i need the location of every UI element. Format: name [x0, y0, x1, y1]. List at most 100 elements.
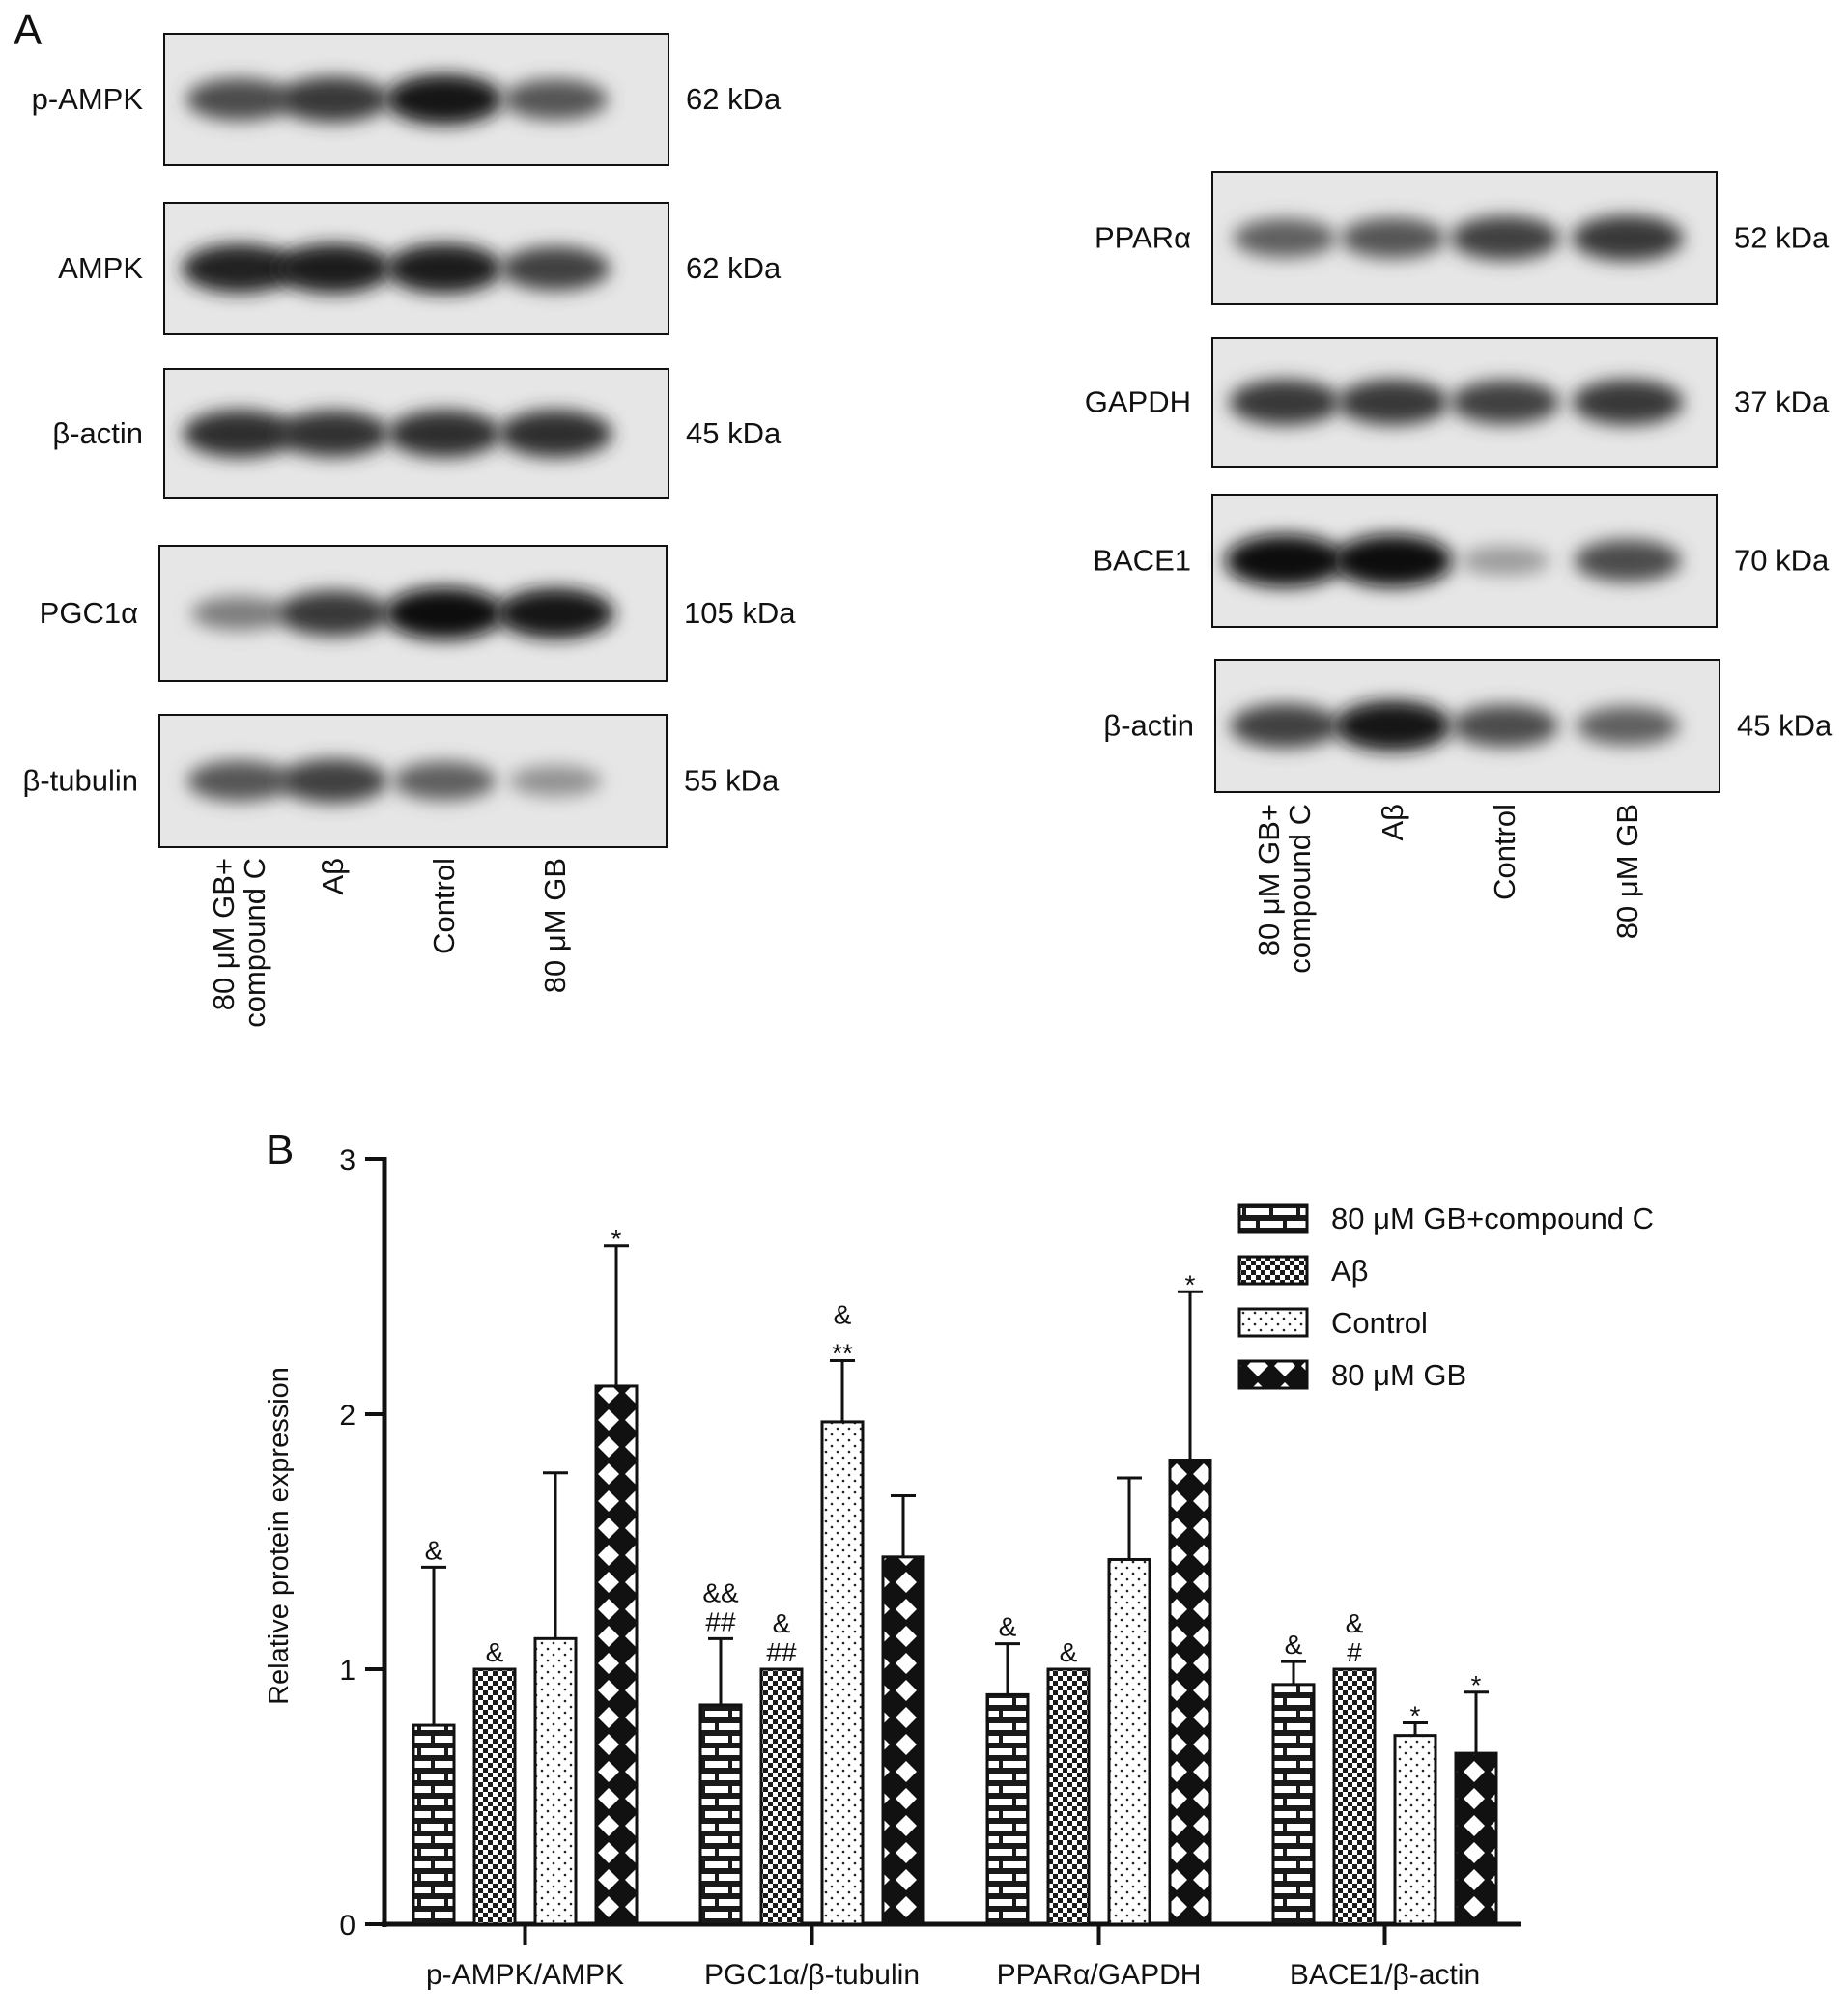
blot-label: AMPK: [58, 251, 143, 285]
significance-mark: &: [999, 1612, 1017, 1642]
band: [1450, 215, 1560, 261]
band: [509, 765, 602, 797]
blot-size-label: 52 kDa: [1734, 221, 1830, 255]
band: [1574, 539, 1682, 582]
band: [385, 73, 503, 126]
blot-left-3: β-actin 45 kDa: [52, 368, 782, 499]
band: [1460, 546, 1550, 576]
category-label: p-AMPK/AMPK: [426, 1959, 624, 1991]
legend: 80 μM GB+compound C Aβ Control 80 μM GB: [1237, 1202, 1654, 1392]
band: [1337, 379, 1449, 426]
band: [274, 243, 392, 294]
significance-mark: *: [1410, 1700, 1421, 1730]
lane-labels-right: 80 μM GB+compound C Aβ Control 80 μM GB: [1252, 804, 1644, 974]
bar: [1393, 1734, 1437, 1926]
blot-size-label: 55 kDa: [684, 764, 780, 798]
band: [498, 410, 612, 458]
lane-label: 80 μM GB: [1610, 804, 1644, 939]
band: [1340, 217, 1446, 259]
blot-label: β-actin: [1103, 709, 1194, 743]
blot-right-2: GAPDH 37 kDa: [1085, 337, 1830, 468]
significance-mark: *: [611, 1224, 622, 1254]
category-label: PGC1α/β-tubulin: [704, 1959, 920, 1991]
band: [182, 243, 298, 294]
legend-label: 80 μM GB+compound C: [1331, 1202, 1654, 1235]
band: [1576, 706, 1680, 746]
bar: [759, 1667, 804, 1926]
lane-label: 80 μM GB+: [207, 858, 241, 1010]
blot-left-1: p-AMPK 62 kDa: [32, 33, 782, 166]
lane-label: Control: [1488, 804, 1521, 900]
legend-swatch: [1237, 1203, 1309, 1234]
y-tick-label: 3: [339, 1145, 355, 1177]
significance-mark: &: [834, 1300, 852, 1330]
blot-label: β-actin: [52, 416, 143, 450]
blots-left: p-AMPK 62 kDa AMPK 62 kDa β-actin 45 kDa PGC1α…: [22, 33, 796, 848]
bar: [1271, 1683, 1316, 1926]
blot-size-label: 37 kDa: [1734, 385, 1830, 419]
category-label: BACE1/β-actin: [1290, 1959, 1480, 1991]
lane-labels-left: 80 μM GB+compound C Aβ Control 80 μM GB: [207, 858, 572, 1028]
blot-label: PGC1α: [40, 596, 138, 630]
y-tick-label: 0: [339, 1910, 355, 1942]
blot-left-2: AMPK 62 kDa: [58, 202, 782, 335]
lane-label: Control: [427, 858, 461, 954]
band: [392, 761, 497, 801]
y-axis-title: Relative protein expression: [264, 1367, 295, 1705]
blot-label: p-AMPK: [32, 82, 144, 116]
bar: [1107, 1557, 1151, 1926]
significance-mark: &: [486, 1637, 504, 1667]
lane-label: compound C: [238, 858, 271, 1028]
legend-label: Aβ: [1331, 1254, 1369, 1288]
band: [278, 758, 388, 804]
bar: [1332, 1667, 1377, 1926]
band: [277, 590, 389, 637]
blot-label: β-tubulin: [22, 764, 138, 798]
band: [1229, 379, 1341, 426]
blot-right-1: PPARα 52 kDa: [1095, 171, 1830, 305]
significance-mark: &: [425, 1535, 443, 1565]
blot-size-label: 45 kDa: [686, 416, 782, 450]
bar: [1046, 1667, 1091, 1926]
band: [1450, 380, 1560, 425]
band: [1225, 534, 1345, 587]
blot-left-4: PGC1α 105 kDa: [40, 545, 796, 682]
bar: [533, 1636, 578, 1926]
band: [1230, 703, 1340, 749]
bar: [472, 1667, 517, 1926]
legend-label: 80 μM GB: [1331, 1358, 1466, 1392]
band: [1572, 214, 1684, 262]
significance-mark: &: [1285, 1630, 1303, 1660]
bar: [1168, 1459, 1212, 1926]
panel-b-label: B: [266, 1126, 294, 1174]
lane-label: Aβ: [1376, 804, 1409, 841]
significance-mark: ##: [766, 1637, 797, 1667]
bar: [698, 1703, 743, 1926]
blot-size-label: 45 kDa: [1737, 709, 1833, 743]
significance-mark: &: [773, 1608, 791, 1638]
blot-left-5: β-tubulin 55 kDa: [22, 714, 780, 848]
significance-mark: &&: [702, 1577, 739, 1607]
significance-mark: #: [1347, 1637, 1362, 1667]
band: [1333, 534, 1453, 587]
bar: [1454, 1751, 1498, 1926]
lane-label: compound C: [1283, 804, 1317, 974]
lane-label: 80 μM GB+: [1252, 804, 1286, 956]
significance-mark: ##: [705, 1606, 736, 1636]
bar: [594, 1384, 639, 1926]
band: [191, 596, 288, 631]
significance-mark: **: [832, 1339, 853, 1369]
band: [500, 246, 611, 291]
category-label: PPARα/GAPDH: [997, 1959, 1202, 1991]
band: [1451, 704, 1559, 748]
band: [384, 587, 504, 639]
panel-a-label: A: [14, 7, 43, 54]
legend-swatch: [1237, 1255, 1309, 1286]
band: [387, 410, 501, 458]
lane-label: Aβ: [316, 858, 350, 895]
band: [1334, 700, 1452, 752]
band: [183, 410, 297, 458]
band: [185, 78, 294, 121]
band: [277, 76, 389, 123]
